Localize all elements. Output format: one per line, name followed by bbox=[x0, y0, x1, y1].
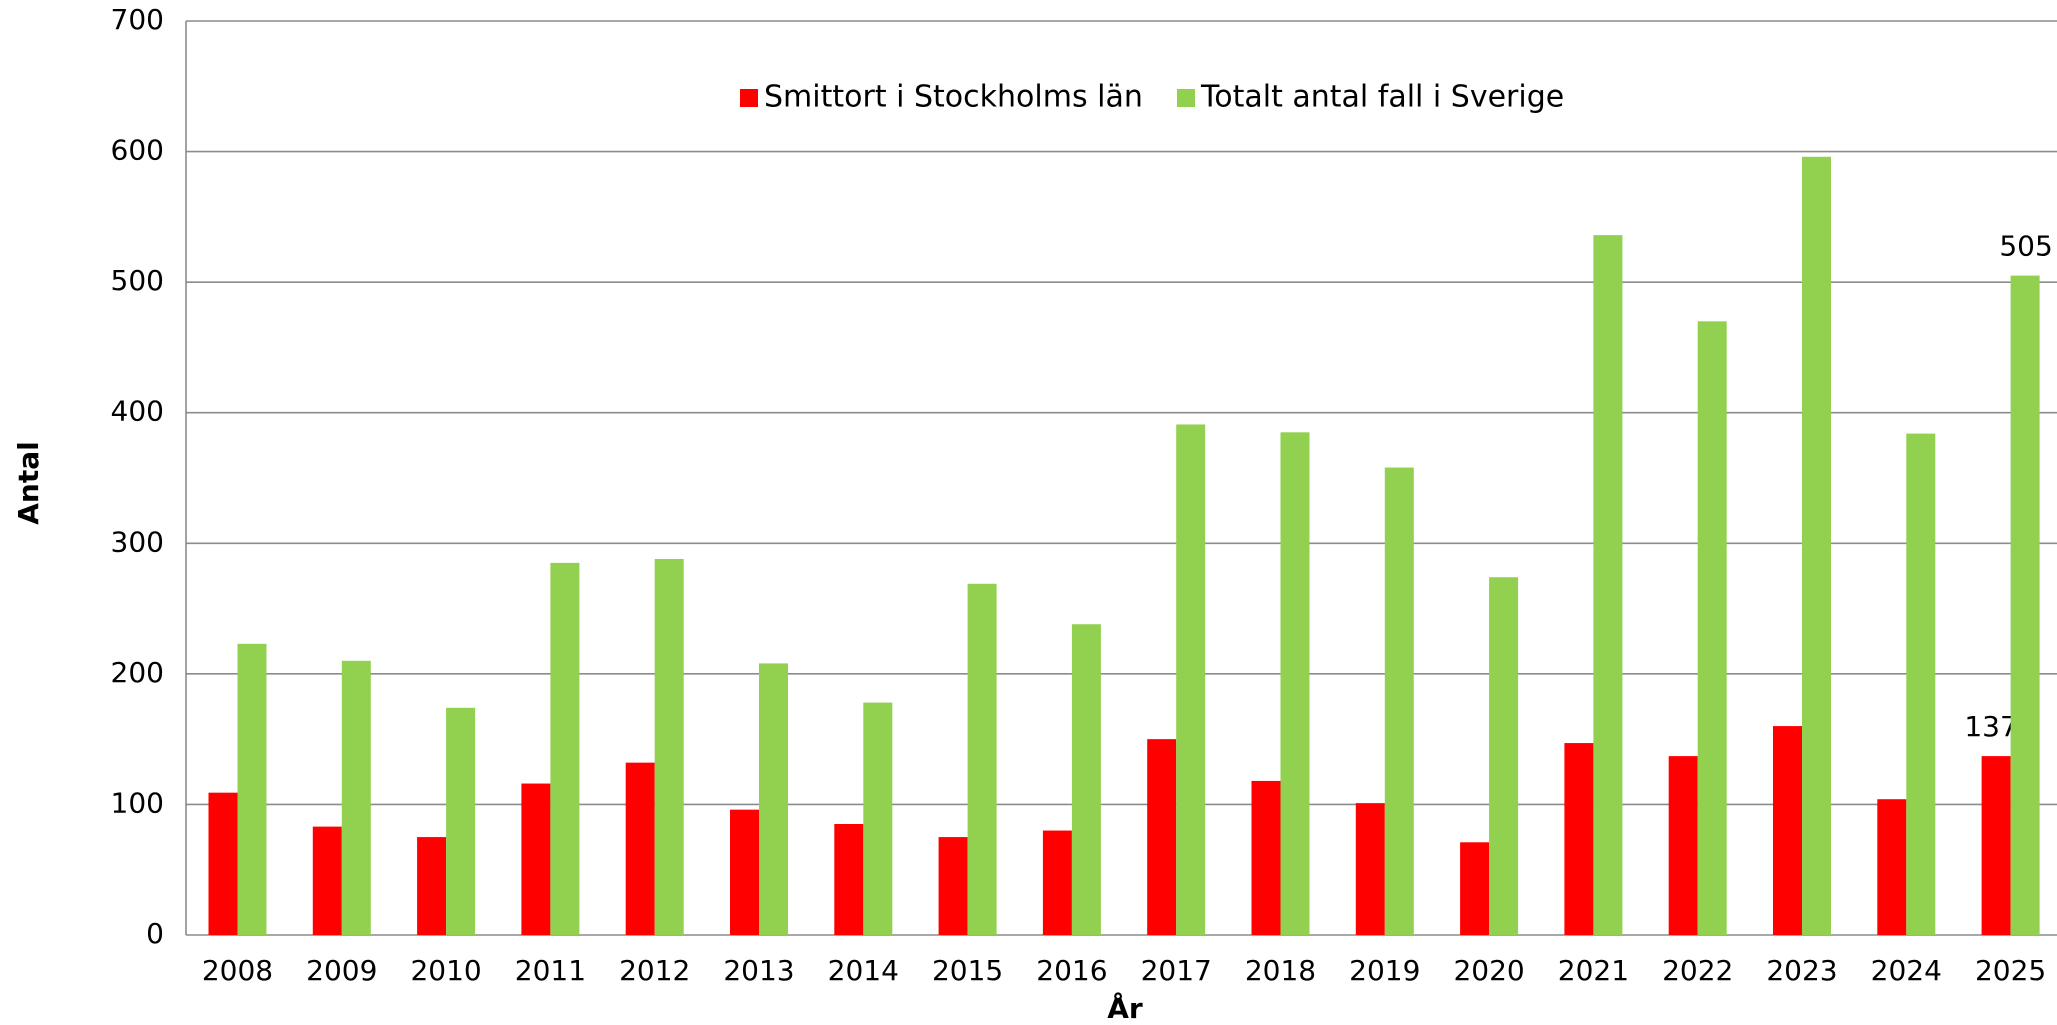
x-tick-label: 2009 bbox=[306, 954, 377, 987]
bar bbox=[1564, 743, 1594, 935]
x-tick-label: 2015 bbox=[932, 954, 1003, 987]
legend-label: Smittort i Stockholms län bbox=[764, 80, 1143, 115]
y-tick-label: 200 bbox=[111, 656, 164, 689]
y-axis-label: Antal bbox=[12, 441, 45, 524]
bar bbox=[1384, 467, 1414, 935]
bar bbox=[208, 792, 238, 935]
bar bbox=[1773, 726, 1802, 935]
x-tick-label: 2023 bbox=[1766, 954, 1837, 987]
legend-swatch bbox=[740, 89, 758, 107]
bar bbox=[1489, 577, 1519, 935]
bar bbox=[1147, 739, 1177, 935]
bar bbox=[863, 702, 893, 935]
x-tick-label: 2012 bbox=[619, 954, 690, 987]
x-tick-label: 2021 bbox=[1558, 954, 1629, 987]
bar bbox=[550, 562, 580, 935]
bar bbox=[1176, 424, 1206, 935]
bar bbox=[1877, 799, 1907, 935]
bar bbox=[2010, 275, 2040, 936]
bar bbox=[1280, 432, 1310, 935]
bar bbox=[834, 824, 864, 935]
bar bbox=[1251, 780, 1281, 935]
x-tick-label: 2019 bbox=[1349, 954, 1420, 987]
x-tick-label: 2022 bbox=[1662, 954, 1733, 987]
x-tick-label: 2014 bbox=[828, 954, 899, 987]
bar bbox=[521, 783, 551, 935]
y-tick-label: 0 bbox=[146, 917, 164, 950]
bar bbox=[938, 837, 968, 935]
bar bbox=[759, 663, 788, 935]
bar bbox=[1981, 756, 2011, 935]
y-tick-label: 500 bbox=[111, 264, 164, 297]
bar bbox=[1668, 756, 1698, 935]
bar bbox=[417, 837, 447, 935]
bar bbox=[625, 762, 655, 935]
bar bbox=[1906, 433, 1936, 935]
data-label: 137 bbox=[1964, 710, 2017, 743]
y-tick-label: 400 bbox=[111, 395, 164, 428]
y-tick-label: 100 bbox=[111, 786, 164, 819]
data-label: 505 bbox=[1999, 230, 2052, 263]
bar bbox=[654, 558, 684, 935]
y-tick-label: 300 bbox=[111, 525, 164, 558]
y-tick-label: 600 bbox=[111, 134, 164, 167]
bar bbox=[312, 826, 342, 935]
bar bbox=[967, 583, 997, 935]
bar bbox=[1355, 803, 1385, 935]
x-tick-label: 2011 bbox=[515, 954, 586, 987]
bar bbox=[1042, 830, 1072, 935]
x-tick-label: 2018 bbox=[1245, 954, 1316, 987]
legend-swatch bbox=[1177, 89, 1195, 107]
x-tick-label: 2025 bbox=[1975, 954, 2046, 987]
x-tick-label: 2008 bbox=[202, 954, 273, 987]
x-tick-label: 2016 bbox=[1036, 954, 1107, 987]
bar bbox=[1802, 156, 1831, 935]
bar bbox=[237, 643, 267, 935]
bar bbox=[1697, 321, 1727, 935]
bar bbox=[446, 707, 476, 935]
x-tick-label: 2024 bbox=[1871, 954, 1942, 987]
y-tick-label: 700 bbox=[111, 3, 164, 36]
x-axis-label: År bbox=[1107, 991, 1143, 1025]
x-tick-label: 2010 bbox=[410, 954, 481, 987]
x-tick-label: 2013 bbox=[723, 954, 794, 987]
bar bbox=[1460, 842, 1490, 935]
x-tick-label: 2017 bbox=[1141, 954, 1212, 987]
bar bbox=[1593, 235, 1623, 935]
bar bbox=[730, 809, 759, 935]
bar bbox=[341, 660, 371, 935]
legend-label: Totalt antal fall i Sverige bbox=[1200, 80, 1564, 115]
bar bbox=[1071, 624, 1101, 935]
x-tick-label: 2020 bbox=[1453, 954, 1524, 987]
